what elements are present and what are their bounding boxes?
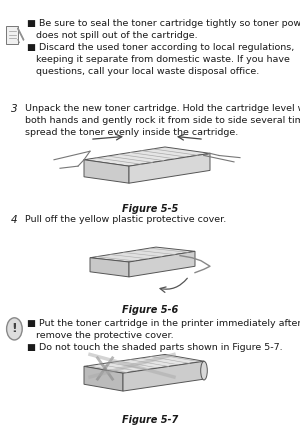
Text: ■ Put the toner cartridge in the printer immediately after you: ■ Put the toner cartridge in the printer… [27, 320, 300, 328]
Text: ■ Do not touch the shaded parts shown in Figure 5-7.: ■ Do not touch the shaded parts shown in… [27, 343, 283, 352]
Polygon shape [90, 258, 129, 277]
Polygon shape [84, 354, 204, 373]
Polygon shape [123, 361, 204, 391]
Text: remove the protective cover.: remove the protective cover. [27, 331, 174, 340]
Polygon shape [84, 366, 123, 391]
Text: !: ! [11, 322, 17, 334]
Text: 4: 4 [11, 215, 17, 225]
Text: questions, call your local waste disposal office.: questions, call your local waste disposa… [27, 67, 259, 76]
Text: both hands and gently rock it from side to side several times to: both hands and gently rock it from side … [25, 116, 300, 125]
Text: Figure 5-6: Figure 5-6 [122, 305, 178, 314]
Polygon shape [129, 153, 210, 183]
Text: keeping it separate from domestic waste. If you have: keeping it separate from domestic waste.… [27, 55, 290, 64]
Text: spread the toner evenly inside the cartridge.: spread the toner evenly inside the cartr… [25, 128, 238, 137]
Polygon shape [84, 160, 129, 183]
Text: Unpack the new toner cartridge. Hold the cartridge level with: Unpack the new toner cartridge. Hold the… [25, 104, 300, 113]
Text: 3: 3 [11, 104, 17, 114]
Text: Pull off the yellow plastic protective cover.: Pull off the yellow plastic protective c… [25, 215, 226, 224]
Circle shape [7, 318, 22, 340]
Ellipse shape [201, 361, 207, 380]
Polygon shape [84, 147, 210, 166]
Text: ■ Be sure to seal the toner cartridge tightly so toner powder: ■ Be sure to seal the toner cartridge ti… [27, 19, 300, 28]
Text: Figure 5-5: Figure 5-5 [122, 204, 178, 214]
Polygon shape [17, 28, 24, 40]
Polygon shape [90, 247, 195, 262]
FancyBboxPatch shape [6, 26, 18, 44]
Text: ■ Discard the used toner according to local regulations,: ■ Discard the used toner according to lo… [27, 43, 294, 52]
Polygon shape [129, 251, 195, 277]
Text: does not spill out of the cartridge.: does not spill out of the cartridge. [27, 31, 198, 40]
Text: Figure 5-7: Figure 5-7 [122, 415, 178, 425]
